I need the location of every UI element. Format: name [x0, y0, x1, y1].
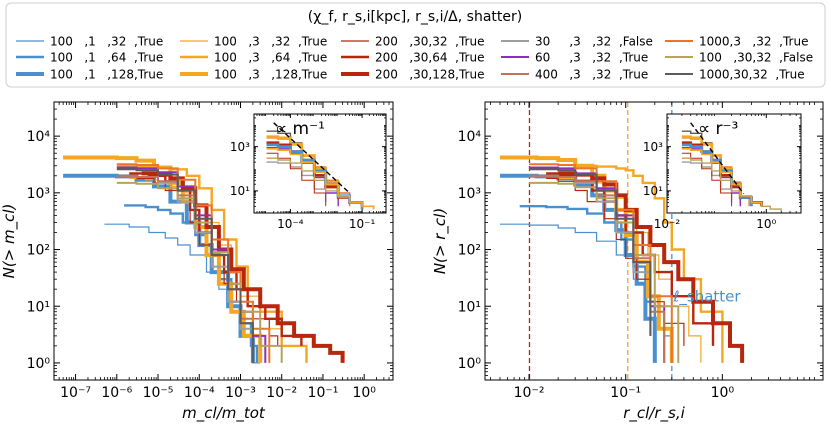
shatter-annotation: ℓ_shatter	[672, 288, 741, 307]
y-tick-label: 10⁰	[27, 356, 51, 372]
legend-entry-label: 1000,30,32 ,True	[699, 68, 805, 82]
inset-x-tick-label: 10⁻¹	[349, 217, 376, 231]
legend: (χ_f, r_s,i[kpc], r_s,i/Δ, shatter) 100 ,…	[5, 2, 826, 88]
x-tick-label: 10⁻⁵	[143, 385, 174, 401]
inset-x-tick-label: 10⁻⁴	[277, 217, 304, 231]
legend-entry-label: 100 ,1 ,32 ,True	[50, 35, 163, 49]
legend-entry-label: 100 ,1 ,64 ,True	[50, 51, 163, 65]
y-tick-label: 10³	[27, 186, 50, 202]
inset-y-tick-label: 10³	[230, 140, 250, 154]
y-tick-label: 10¹	[458, 299, 481, 315]
x-tick-label: 10⁻²	[266, 385, 297, 401]
y-tick-label: 10¹	[27, 299, 50, 315]
x-axis-label: m_cl/m_tot	[182, 404, 266, 423]
axes-frame	[484, 101, 824, 381]
plot-area	[63, 155, 345, 364]
legend-entry-label: 200 ,30,64 ,True	[375, 51, 484, 65]
legend-entry-label: 200 ,30,32 ,True	[375, 35, 484, 49]
x-tick-label: 10⁻⁷	[60, 385, 91, 401]
y-axis-label: N(> r_cl)	[431, 208, 450, 274]
inset-y-tick-label: 10¹	[230, 184, 250, 198]
y-tick-label: 10⁴	[27, 129, 51, 145]
series-line	[500, 173, 657, 363]
left-panel: 10⁻⁷ 10⁻⁶ 10⁻⁵ 10⁻⁴ 10⁻³ 10⁻² 10⁻¹ 10⁰ 10⁰ 10¹ 10²…	[0, 101, 394, 423]
series-line	[116, 163, 271, 363]
x-tick-label: 10⁻¹	[308, 385, 339, 401]
inset-axes-frame	[666, 113, 802, 214]
series-line	[529, 174, 666, 363]
inset-powerlaw-line	[273, 122, 351, 194]
inset-x-tick-label: 10⁰	[756, 217, 776, 231]
legend-entry-label: 30 ,3 ,32 ,False	[535, 35, 653, 49]
x-axis-label: r_cl/r_s,i	[623, 404, 685, 423]
legend-entry-label: 1000,3 ,32 ,True	[699, 35, 808, 49]
y-tick-label: 10⁴	[458, 129, 482, 145]
legend-entry-label: 200 ,30,128,True	[375, 68, 484, 82]
inset-series-line	[266, 147, 375, 210]
series-line	[116, 168, 254, 363]
legend-entry-label: 100 ,3 ,128,True	[214, 68, 327, 82]
right-panel: 10⁻² 10⁻¹ 10⁰ 10⁰ 10¹ 10² 10³ 10⁴ r_cl/r_s,i N(> …	[431, 101, 824, 423]
y-tick-label: 10²	[458, 243, 481, 259]
inset-powerlaw-annotation: ∝ m⁻¹	[275, 119, 325, 139]
inset-powerlaw-annotation: ∝ r⁻³	[698, 119, 738, 139]
x-tick-label: 10⁰	[352, 385, 376, 401]
legend-entry-label: 100 ,3 ,64 ,True	[214, 51, 327, 65]
legend-entry-label: 400 ,3 ,32 ,True	[535, 68, 648, 82]
y-axis-label: N(> m_cl)	[0, 204, 19, 279]
y-tick-label: 10⁰	[458, 356, 482, 372]
legend-box	[5, 2, 826, 88]
y-tick-label: 10²	[27, 243, 50, 259]
x-tick-label: 10⁻⁶	[101, 385, 132, 401]
legend-entry-label: 100 ,3 ,32 ,True	[214, 35, 327, 49]
inset-y-tick-label: 10¹	[643, 184, 663, 198]
legend-entry-label: 100 ,30,32 ,False	[699, 51, 813, 65]
series-line	[529, 168, 652, 336]
inset-axes-frame	[253, 113, 387, 214]
plot-area	[500, 102, 745, 380]
x-tick-label: 10⁻¹	[610, 385, 641, 401]
legend-title: (χ_f, r_s,i[kpc], r_s,i/Δ, shatter)	[308, 9, 522, 25]
legend-entry-label: 60 ,3 ,32 ,True	[535, 51, 648, 65]
inset-x-tick-label: 10⁻²	[654, 217, 681, 231]
y-tick-label: 10³	[458, 186, 481, 202]
inset-plot: 10⁻⁴ 10⁻¹ 10¹ 10³ ∝ m⁻¹	[230, 113, 387, 231]
inset-plot-area	[266, 122, 375, 210]
x-tick-label: 10⁻⁴	[184, 385, 215, 401]
x-tick-label: 10⁻²	[514, 385, 545, 401]
inset-powerlaw-line	[690, 122, 745, 195]
axes-frame	[53, 101, 394, 381]
inset-plot-area	[681, 122, 782, 212]
inset-series-line	[681, 147, 763, 207]
x-tick-label: 10⁰	[711, 385, 735, 401]
inset-plot: 10⁻² 10⁰ 10¹ 10³ ∝ r⁻³	[643, 113, 802, 231]
inset-series-line	[681, 157, 782, 212]
inset-y-tick-label: 10³	[643, 140, 663, 154]
x-tick-label: 10⁻³	[225, 385, 256, 401]
legend-entry-label: 100 ,1 ,128,True	[50, 68, 163, 82]
series-line	[519, 205, 656, 346]
